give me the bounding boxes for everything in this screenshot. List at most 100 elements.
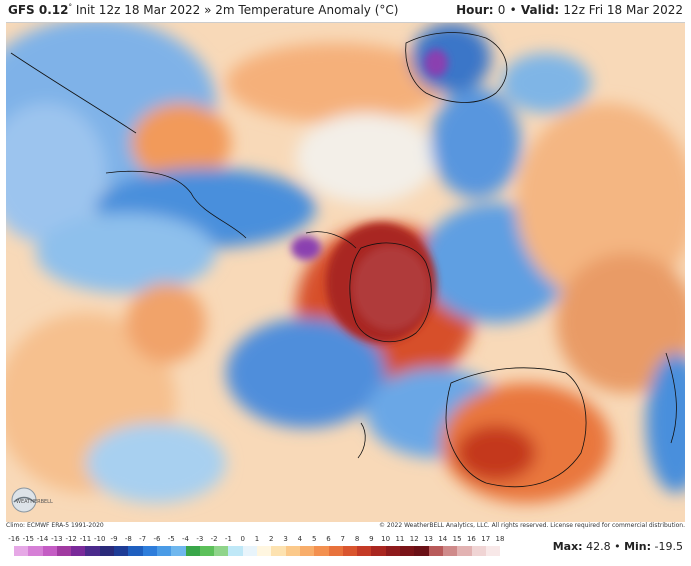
colorbar-swatch	[228, 546, 243, 556]
map-header: GFS 0.12° Init 12z 18 Mar 2022 » 2m Temp…	[0, 0, 691, 22]
colorbar-label: -13	[51, 535, 63, 543]
colorbar-label: -1	[224, 535, 232, 543]
hour-value: 0	[497, 3, 506, 17]
colorbar-swatch	[342, 546, 358, 556]
copyright-note: © 2022 WeatherBELL Analytics, LLC. All r…	[379, 522, 685, 529]
colorbar-label: -11	[79, 535, 92, 543]
colorbar-swatch	[357, 546, 372, 556]
valid-time-block: Hour: 0 • Valid: 12z Fri 18 Mar 2022	[456, 3, 683, 17]
title-separator: »	[204, 3, 212, 17]
colorbar-label: 5	[311, 535, 317, 543]
min-label: Min:	[624, 540, 652, 553]
colorbar-swatch	[328, 546, 343, 556]
colorbar-label: 9	[369, 535, 374, 543]
colorbar: -16 -15 -14 -13 -12 -11 -10 -9 -8 -7 -6 -5 -4 -3 -2 -1 0…	[8, 535, 504, 557]
colorbar-label: -15	[22, 535, 34, 543]
colorbar-swatch	[414, 546, 429, 556]
colorbar-swatch	[142, 546, 157, 556]
colorbar-label: 0	[240, 535, 245, 543]
colorbar-label: -4	[182, 535, 190, 543]
colorbar-swatch	[400, 546, 415, 556]
colorbar-swatch	[257, 546, 272, 556]
colorbar-swatch	[457, 546, 472, 556]
colorbar-label: 16	[466, 535, 476, 543]
min-value: -19.5	[654, 540, 683, 553]
colorbar-label: -10	[94, 535, 106, 543]
valid-separator: •	[509, 3, 517, 17]
colorbar-swatch	[71, 546, 86, 556]
colorbar-label: 14	[438, 535, 448, 543]
colorbar-swatch	[485, 546, 501, 556]
colorbar-swatch	[271, 546, 286, 556]
valid-value: 12z Fri 18 Mar 2022	[563, 3, 683, 17]
colorbar-swatch	[371, 546, 386, 556]
colorbar-label: -5	[167, 535, 175, 543]
colorbar-swatches	[14, 546, 501, 556]
colorbar-swatch	[14, 546, 29, 556]
logo-text: WEATHERBELL	[16, 499, 53, 505]
model-degree: °	[68, 3, 72, 11]
colorbar-label: 17	[481, 535, 491, 543]
colorbar-swatch	[299, 546, 315, 556]
colorbar-label: 4	[297, 535, 303, 543]
colorbar-swatch	[442, 546, 458, 556]
colorbar-label: 7	[340, 535, 345, 543]
colorbar-labels: -16 -15 -14 -13 -12 -11 -10 -9 -8 -7 -6 -5 -4 -3 -2 -1 0…	[8, 535, 504, 545]
colorbar-swatch	[99, 546, 115, 556]
antarctica-anomaly	[291, 49, 448, 343]
colorbar-label: -9	[110, 535, 118, 543]
colorbar-label: -2	[210, 535, 218, 543]
colorbar-swatch	[28, 546, 43, 556]
variable-name: 2m Temperature Anomaly (°C)	[215, 3, 399, 17]
colorbar-label: 11	[395, 535, 405, 543]
colorbar-label: -12	[65, 535, 77, 543]
colorbar-swatch	[56, 546, 72, 556]
valid-label: Valid:	[520, 3, 560, 17]
colorbar-label: 3	[283, 535, 288, 543]
init-time: Init 12z 18 Mar 2022	[75, 3, 201, 17]
colorbar-swatch	[128, 546, 143, 556]
anomaly-field	[6, 23, 685, 522]
colorbar-label: 15	[452, 535, 462, 543]
weatherbell-logo: WEATHERBELL	[11, 487, 53, 513]
colorbar-swatch	[156, 546, 172, 556]
colorbar-label: 6	[326, 535, 331, 543]
colorbar-swatch	[242, 546, 258, 556]
colorbar-swatch	[199, 546, 215, 556]
colorbar-swatch	[214, 546, 229, 556]
colorbar-swatch	[171, 546, 186, 556]
model-name: GFS 0.12	[8, 3, 69, 17]
min-separator: •	[614, 540, 621, 553]
colorbar-label: 8	[354, 535, 360, 543]
colorbar-swatch	[85, 546, 100, 556]
colorbar-label: -3	[196, 535, 204, 543]
colorbar-label: 10	[381, 535, 391, 543]
colorbar-label: -14	[36, 535, 49, 543]
colorbar-swatch	[428, 546, 443, 556]
colorbar-swatch	[285, 546, 300, 556]
map-title: GFS 0.12° Init 12z 18 Mar 2022 » 2m Temp…	[8, 3, 398, 17]
colorbar-label: 12	[409, 535, 419, 543]
max-min-readout: Max: 42.8 • Min: -19.5	[553, 540, 683, 553]
colorbar-label: -7	[139, 535, 147, 543]
colorbar-label: -6	[153, 535, 161, 543]
hour-label: Hour:	[456, 3, 494, 17]
colorbar-label: 13	[424, 535, 433, 543]
colorbar-label: 18	[495, 535, 505, 543]
anomaly-blobs	[6, 23, 685, 503]
colorbar-swatch	[114, 546, 129, 556]
max-value: 42.8	[586, 540, 611, 553]
colorbar-label: 1	[254, 535, 260, 543]
max-label: Max:	[552, 540, 583, 553]
coastlines	[10, 32, 677, 488]
colorbar-swatch	[385, 546, 401, 556]
colorbar-swatch	[471, 546, 486, 556]
colorbar-label: -16	[8, 535, 20, 543]
colorbar-swatch	[185, 546, 200, 556]
colorbar-swatch	[314, 546, 329, 556]
colorbar-label: -8	[124, 535, 132, 543]
colorbar-label: 2	[269, 535, 274, 543]
climo-note: Climo: ECMWF ERA-5 1991-2020	[6, 522, 104, 529]
temperature-anomaly-map	[6, 22, 685, 522]
colorbar-swatch	[42, 546, 57, 556]
